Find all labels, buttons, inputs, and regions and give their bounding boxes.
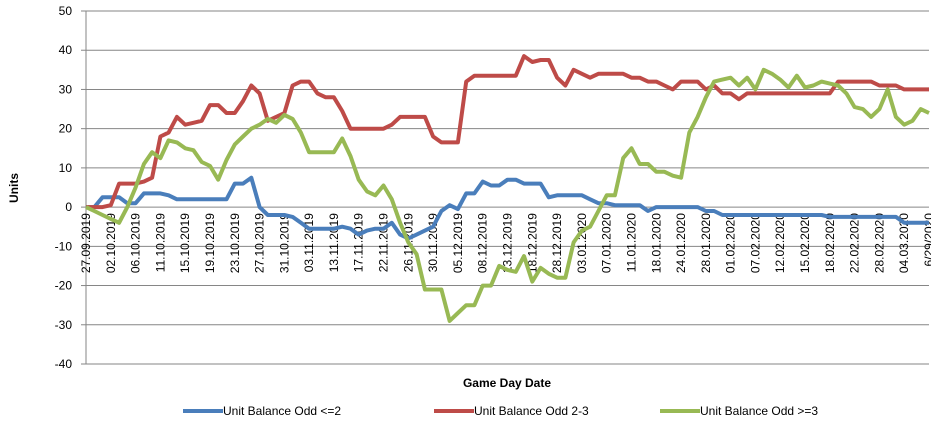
x-tick-label: 18.01.2020	[649, 213, 663, 273]
x-tick-label: 27.10.2019	[253, 213, 267, 273]
x-tick-label: 18.02.2020	[823, 213, 837, 273]
x-tick-label: 6/29/2020	[922, 213, 931, 267]
x-tick-label: 15.10.2019	[178, 213, 192, 273]
y-tick-label: 40	[59, 43, 73, 57]
line-series	[86, 54, 929, 210]
x-tick-label: 22.11.2019	[377, 213, 391, 272]
y-tick-label: 10	[59, 161, 73, 175]
x-tick-label: 11.10.2019	[153, 213, 167, 272]
x-tick-label: 07.01.2020	[600, 213, 614, 273]
x-tick-label: 15.02.2020	[798, 213, 812, 273]
line-series	[85, 67, 930, 323]
x-tick-label: 13.12.2019	[501, 213, 515, 273]
x-tick-label: 28.02.2020	[872, 213, 886, 273]
y-tick-label: 0	[65, 200, 72, 214]
x-tick-label: 30.11.2019	[426, 213, 440, 272]
x-tick-label: 28.01.2020	[699, 213, 713, 273]
x-tick-label: 18.12.2019	[525, 213, 539, 273]
x-tick-label: 11.01.2020	[624, 213, 638, 272]
y-axis-title: Units	[7, 173, 21, 203]
legend-label: Unit Balance Odd >=3	[700, 404, 818, 418]
x-tick-label: 03.01.2020	[575, 213, 589, 273]
x-tick-label: 07.02.2020	[748, 213, 762, 273]
y-tick-label: 20	[59, 122, 73, 136]
x-tick-label: 03.11.2019	[302, 213, 316, 272]
x-tick-label: 01.02.2020	[724, 213, 738, 273]
x-tick-label: 19.10.2019	[203, 213, 217, 273]
y-tick-label: 50	[59, 4, 73, 18]
x-tick-label: 04.03.2020	[897, 213, 911, 273]
x-tick-label: 05.12.2019	[451, 213, 465, 273]
legend-label: Unit Balance Odd <=2	[223, 404, 341, 418]
x-axis-title: Game Day Date	[463, 376, 551, 390]
legend-label: Unit Balance Odd 2-3	[474, 404, 589, 418]
x-tick-label: 22.02.2020	[848, 213, 862, 273]
y-tick-label: -30	[55, 318, 73, 332]
x-tick-label: 27.09.2019	[79, 213, 93, 273]
y-tick-label: -10	[55, 239, 73, 253]
line-series	[86, 175, 929, 241]
x-tick-label: 31.10.2019	[277, 213, 291, 273]
x-tick-label: 12.02.2020	[773, 213, 787, 273]
x-tick-label: 17.11.2019	[352, 213, 366, 272]
y-tick-label: -20	[55, 279, 73, 293]
x-tick-label: 24.01.2020	[674, 213, 688, 273]
x-tick-label: 08.12.2019	[476, 213, 490, 273]
x-tick-label: 02.10.2019	[104, 213, 118, 273]
y-tick-label: -40	[55, 357, 73, 371]
x-tick-label: 23.10.2019	[228, 213, 242, 273]
x-tick-label: 13.11.2019	[327, 213, 341, 272]
x-tick-label: 06.10.2019	[129, 213, 143, 273]
y-tick-label: 30	[59, 82, 73, 96]
x-tick-label: 28.12.2019	[550, 213, 564, 273]
